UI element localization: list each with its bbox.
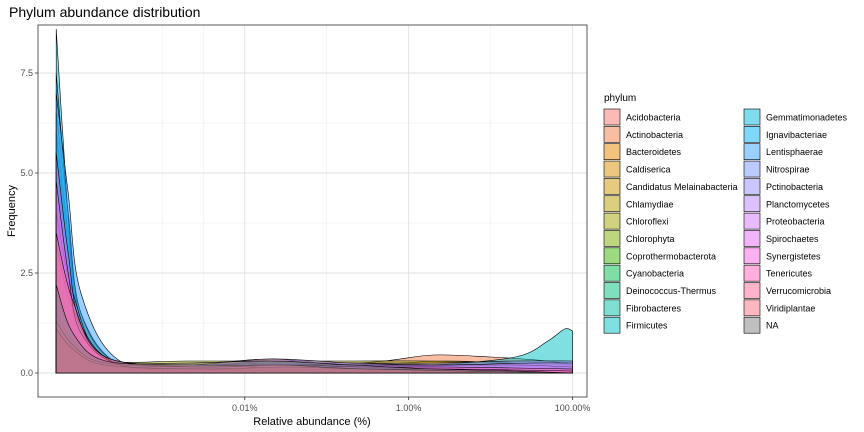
legend-key xyxy=(603,212,621,230)
legend-item-bacteroidetes: Bacteroidetes xyxy=(603,143,682,160)
legend: phylum Acidobacteria Actinobacteria Bacter… xyxy=(603,93,848,334)
x-tick-label: 1.00% xyxy=(396,403,422,413)
legend-key xyxy=(603,316,621,334)
legend-label: Gemmatimonadetes xyxy=(766,113,848,123)
legend-item-tenericutes: Tenericutes xyxy=(743,264,813,282)
legend-key xyxy=(603,230,621,247)
y-tick-label: 7.5 xyxy=(20,68,33,78)
legend-key xyxy=(743,230,761,247)
y-tick-label: 5.0 xyxy=(20,168,33,178)
legend-item-cyanobacteria: Cyanobacteria xyxy=(603,264,684,282)
x-tick-label: 100.00% xyxy=(555,403,591,413)
legend-label: Ignavibacteriae xyxy=(766,130,827,140)
legend-item-gemmatimonadetes: Gemmatimonadetes xyxy=(743,108,848,126)
legend-item-ignavibacteriae: Ignavibacteriae xyxy=(743,126,827,143)
legend-label: Viridiplantae xyxy=(766,303,815,313)
legend-item-chlamydiae: Chlamydiae xyxy=(603,195,674,213)
legend-key xyxy=(743,247,761,265)
legend-item-pctinobacteria: Pctinobacteria xyxy=(743,178,823,195)
y-axis-title: Frequency xyxy=(6,185,18,237)
legend-key xyxy=(743,178,761,195)
x-tick-label: 0.01% xyxy=(232,403,258,413)
legend-key xyxy=(743,282,761,299)
legend-item-coprothermobacterota: Coprothermobacterota xyxy=(603,247,716,265)
legend-item-planctomycetes: Planctomycetes xyxy=(743,195,830,213)
legend-key xyxy=(743,212,761,230)
legend-key xyxy=(743,195,761,213)
legend-key xyxy=(603,195,621,213)
legend-key xyxy=(603,143,621,160)
y-tick-label: 2.5 xyxy=(20,268,33,278)
legend-item-firmicutes: Firmicutes xyxy=(603,316,668,334)
density-area-na xyxy=(55,284,573,374)
x-axis-ticks: 0.01% 1.00% 100.00% xyxy=(232,397,590,413)
legend-label: Firmicutes xyxy=(626,321,668,331)
legend-label: Planctomycetes xyxy=(766,199,830,209)
plot-background xyxy=(38,25,587,397)
chart-title: Phylum abundance distribution xyxy=(9,4,200,20)
legend-label: Deinococcus-Thermus xyxy=(626,286,717,296)
legend-item-verrucomicrobia: Verrucomicrobia xyxy=(743,282,831,299)
legend-label: Chlorophyta xyxy=(626,234,675,244)
legend-key xyxy=(603,247,621,265)
legend-key xyxy=(743,299,761,317)
legend-label: Chloroflexi xyxy=(626,217,669,227)
legend-label: Fibrobacteres xyxy=(626,303,682,313)
legend-label: Nitrospirae xyxy=(766,165,810,175)
legend-key xyxy=(743,126,761,143)
legend-label: Candidatus Melainabacteria xyxy=(626,182,738,192)
legend-item-synergistetes: Synergistetes xyxy=(743,247,821,265)
legend-item-spirochaetes: Spirochaetes xyxy=(743,230,819,247)
plot-panel xyxy=(37,24,588,398)
legend-label: Actinobacteria xyxy=(626,130,683,140)
legend-item-viridiplantae: Viridiplantae xyxy=(743,299,815,317)
legend-key xyxy=(603,160,621,178)
legend-key xyxy=(603,126,621,143)
legend-item-acidobacteria: Acidobacteria xyxy=(603,108,681,126)
legend-key xyxy=(603,299,621,317)
legend-label: Verrucomicrobia xyxy=(766,286,831,296)
y-tick-label: 0.0 xyxy=(20,368,33,378)
legend-item-na: NA xyxy=(743,316,779,334)
legend-label: Caldiserica xyxy=(626,165,671,175)
legend-label: Acidobacteria xyxy=(626,113,681,123)
legend-item-actinobacteria: Actinobacteria xyxy=(603,126,683,143)
legend-label: Lentisphaerae xyxy=(766,147,823,157)
legend-key xyxy=(743,264,761,282)
legend-key xyxy=(603,108,621,126)
legend-label: Cyanobacteria xyxy=(626,269,684,279)
legend-item-chlorophyta: Chlorophyta xyxy=(603,230,675,247)
legend-item-caldiserica: Caldiserica xyxy=(603,160,671,178)
legend-item-lentisphaerae: Lentisphaerae xyxy=(743,143,823,160)
legend-label: Coprothermobacterota xyxy=(626,251,716,261)
legend-item-deinococcus-thermus: Deinococcus-Thermus xyxy=(603,282,717,299)
legend-key xyxy=(743,143,761,160)
legend-key xyxy=(603,178,621,195)
y-axis-ticks: 0.0 2.5 5.0 7.5 xyxy=(20,68,38,378)
legend-label: Chlamydiae xyxy=(626,199,674,209)
legend-key xyxy=(603,264,621,282)
plot-border xyxy=(37,24,588,398)
legend-label: Spirochaetes xyxy=(766,234,819,244)
legend-title: phylum xyxy=(604,93,636,104)
legend-label: Synergistetes xyxy=(766,251,821,261)
legend-items: Acidobacteria Actinobacteria Bacteroidetes… xyxy=(603,108,848,334)
legend-key xyxy=(603,282,621,299)
legend-item-proteobacteria: Proteobacteria xyxy=(743,212,825,230)
legend-item-nitrospirae: Nitrospirae xyxy=(743,160,810,178)
legend-item-fibrobacteres: Fibrobacteres xyxy=(603,299,682,317)
legend-key xyxy=(743,316,761,334)
legend-key xyxy=(743,160,761,178)
legend-item-candidatus-melainabacteria: Candidatus Melainabacteria xyxy=(603,178,738,195)
legend-label: Tenericutes xyxy=(766,269,813,279)
legend-label: Proteobacteria xyxy=(766,217,825,227)
density-areas xyxy=(55,28,573,374)
legend-item-chloroflexi: Chloroflexi xyxy=(603,212,669,230)
legend-label: NA xyxy=(766,321,779,331)
legend-label: Bacteroidetes xyxy=(626,147,682,157)
legend-key xyxy=(743,108,761,126)
legend-label: Pctinobacteria xyxy=(766,182,823,192)
x-axis-title: Relative abundance (%) xyxy=(253,416,370,428)
